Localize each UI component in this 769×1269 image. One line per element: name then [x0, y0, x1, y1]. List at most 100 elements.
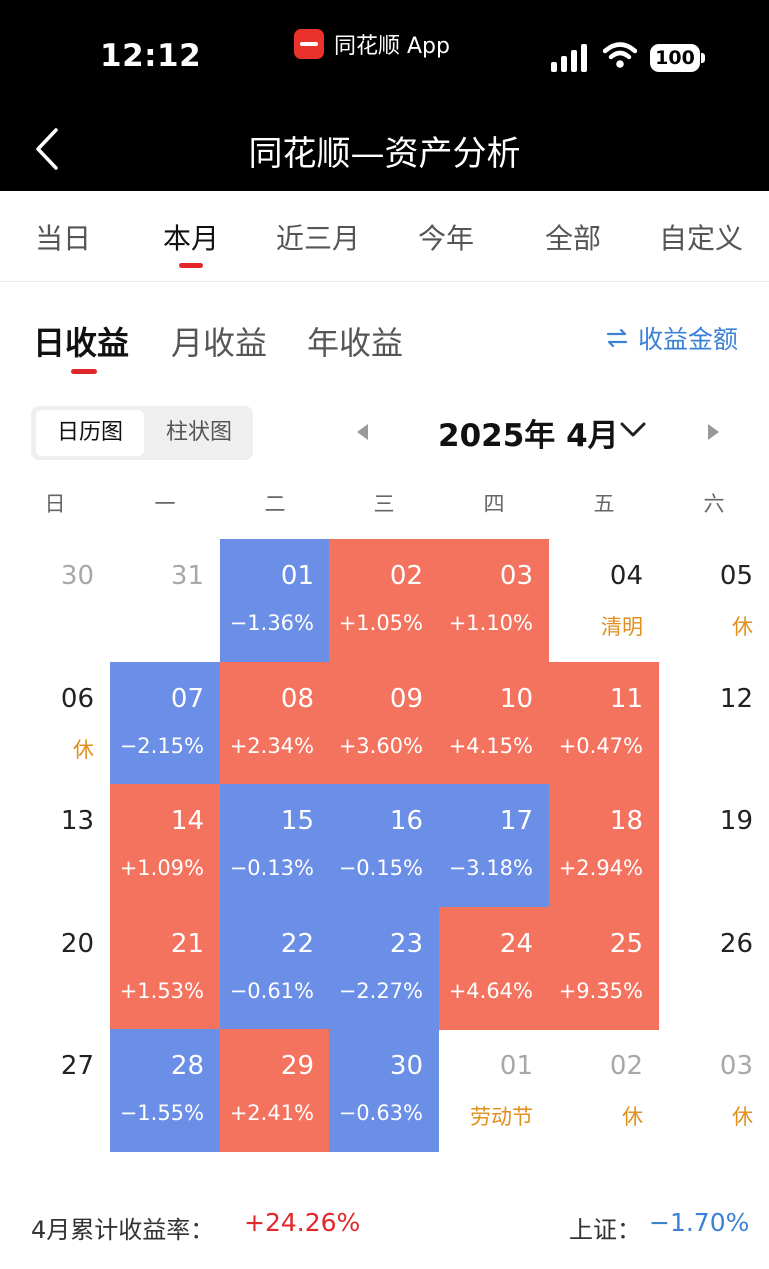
calendar-day-cell[interactable]: 16 −0.15% — [329, 784, 439, 907]
daily-return: +1.10% — [448, 611, 533, 635]
cumulative-value: +24.26% — [244, 1208, 361, 1237]
daily-return: +1.53% — [119, 979, 204, 1003]
holiday-note: 休 — [622, 1105, 643, 1129]
daily-return: +3.60% — [338, 734, 423, 758]
day-number: 25 — [609, 929, 643, 959]
day-number: 10 — [499, 684, 533, 714]
bar-view-button[interactable]: 柱状图 — [165, 420, 232, 445]
tab-daily-earnings[interactable]: 日收益 — [33, 324, 130, 362]
swap-icon — [606, 328, 628, 348]
calendar-day-cell[interactable]: 01 劳动节 — [439, 1029, 549, 1152]
calendar-day-cell[interactable]: 26 — [659, 907, 769, 1030]
tab-monthly-earnings[interactable]: 月收益 — [171, 324, 268, 362]
calendar-day-cell[interactable]: 12 — [659, 662, 769, 785]
holiday-note: 休 — [732, 615, 753, 639]
holiday-note: 清明 — [601, 615, 643, 639]
calendar-day-cell[interactable]: 11 +0.47% — [549, 662, 659, 785]
holiday-note: 劳动节 — [470, 1105, 533, 1129]
calendar-day-cell[interactable]: 13 — [0, 784, 110, 907]
wifi-icon — [603, 42, 637, 68]
calendar-day-cell[interactable]: 25 +9.35% — [549, 907, 659, 1030]
day-number: 08 — [280, 684, 314, 714]
calendar-day-cell[interactable]: 05 休 — [659, 539, 769, 662]
calendar-day-cell[interactable]: 18 +2.94% — [549, 784, 659, 907]
calendar-day-cell[interactable]: 09 +3.60% — [329, 662, 439, 785]
calendar-day-cell[interactable]: 04 清明 — [549, 539, 659, 662]
signal-icon — [551, 44, 587, 72]
daily-return: −3.18% — [448, 856, 533, 880]
day-number: 04 — [609, 561, 643, 591]
calendar-day-cell[interactable]: 06 休 — [0, 662, 110, 785]
weekday-tue: 二 — [264, 492, 286, 516]
calendar-day-cell[interactable]: 19 — [659, 784, 769, 907]
amount-toggle-button[interactable]: 收益金额 — [606, 320, 738, 356]
calendar-day-cell[interactable]: 20 — [0, 907, 110, 1030]
month-label[interactable]: 2025年 4月 — [438, 418, 619, 454]
calendar-day-cell[interactable]: 29 +2.41% — [220, 1029, 330, 1152]
calendar-day-cell[interactable]: 21 +1.53% — [110, 907, 220, 1030]
day-number: 01 — [280, 561, 314, 591]
calendar-day-cell[interactable]: 22 −0.61% — [220, 907, 330, 1030]
weekday-fri: 五 — [593, 492, 615, 516]
calendar-day-cell[interactable]: 17 −3.18% — [439, 784, 549, 907]
holiday-note: 休 — [732, 1105, 753, 1129]
calendar-day-cell[interactable]: 02 休 — [549, 1029, 659, 1152]
weekday-wed: 三 — [373, 492, 395, 516]
daily-return: +9.35% — [558, 979, 643, 1003]
calendar-day-cell[interactable]: 02 +1.05% — [329, 539, 439, 662]
calendar-day-cell[interactable]: 31 — [110, 539, 220, 662]
calendar-day-cell[interactable]: 24 +4.64% — [439, 907, 549, 1030]
daily-return: −1.36% — [229, 611, 314, 635]
daily-return: −2.15% — [119, 734, 204, 758]
daily-return: −0.63% — [338, 1101, 423, 1125]
calendar-day-cell[interactable]: 23 −2.27% — [329, 907, 439, 1030]
day-number: 20 — [60, 929, 94, 959]
weekday-sun: 日 — [44, 492, 66, 516]
calendar-day-cell[interactable]: 14 +1.09% — [110, 784, 220, 907]
day-number: 12 — [719, 684, 753, 714]
calendar-day-cell[interactable]: 30 −0.63% — [329, 1029, 439, 1152]
daily-return: −0.13% — [229, 856, 314, 880]
calendar-day-cell[interactable]: 07 −2.15% — [110, 662, 220, 785]
tab-custom[interactable]: 自定义 — [658, 222, 743, 255]
daily-return: +4.64% — [448, 979, 533, 1003]
calendar-day-cell[interactable]: 01 −1.36% — [220, 539, 330, 662]
top-bar: 12:12 同花顺 App 100 同花顺—资产分析 — [0, 0, 769, 191]
calendar-day-cell[interactable]: 30 — [0, 539, 110, 662]
next-month-icon[interactable] — [706, 422, 722, 442]
calendar-day-cell[interactable]: 28 −1.55% — [110, 1029, 220, 1152]
tab-all[interactable]: 全部 — [544, 222, 601, 255]
earnings-tab-indicator — [71, 369, 97, 374]
calendar-day-cell[interactable]: 03 休 — [659, 1029, 769, 1152]
weekday-thu: 四 — [483, 492, 505, 516]
calendar-view-button[interactable]: 日历图 — [36, 410, 144, 456]
daily-return: −1.55% — [119, 1101, 204, 1125]
tab-three-months[interactable]: 近三月 — [275, 222, 360, 255]
prev-month-icon[interactable] — [354, 422, 370, 442]
daily-return: +1.09% — [119, 856, 204, 880]
day-number: 14 — [170, 806, 204, 836]
day-number: 02 — [389, 561, 423, 591]
daily-return: +2.41% — [229, 1101, 314, 1125]
tab-this-year[interactable]: 今年 — [417, 222, 474, 255]
daily-return: −2.27% — [338, 979, 423, 1003]
daily-return: +4.15% — [448, 734, 533, 758]
calendar-day-cell[interactable]: 08 +2.34% — [220, 662, 330, 785]
daily-return: +1.05% — [338, 611, 423, 635]
tab-this-month[interactable]: 本月 — [162, 222, 219, 255]
weekday-header: 日 一 二 三 四 五 六 — [0, 488, 769, 518]
battery-cap — [701, 53, 705, 63]
calendar-day-cell[interactable]: 27 — [0, 1029, 110, 1152]
calendar-day-cell[interactable]: 10 +4.15% — [439, 662, 549, 785]
app-name: 同花顺 App — [334, 34, 450, 59]
calendar-day-cell[interactable]: 15 −0.13% — [220, 784, 330, 907]
tab-yearly-earnings[interactable]: 年收益 — [307, 324, 404, 362]
calendar-day-cell[interactable]: 03 +1.10% — [439, 539, 549, 662]
app-logo-icon — [294, 29, 324, 59]
tab-today[interactable]: 当日 — [34, 222, 91, 255]
calendar-grid: 30 31 01 −1.36% 02 +1.05% 03 +1.10% 04 清明 05 休 06 休 07… — [0, 539, 769, 1152]
page-title: 同花顺—资产分析 — [248, 134, 521, 174]
back-arrow-icon[interactable] — [30, 124, 64, 174]
chevron-down-icon[interactable] — [618, 418, 648, 442]
day-number: 27 — [60, 1051, 94, 1081]
